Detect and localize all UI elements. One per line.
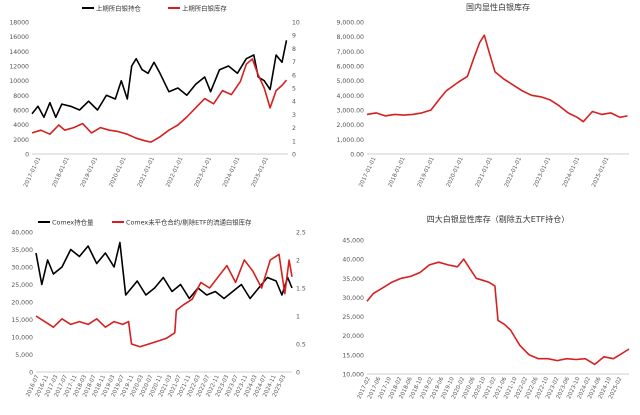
legend-label: 上期所白银库存	[182, 4, 227, 13]
series-line-primary	[366, 258, 630, 366]
y-tick-label: 45,000	[342, 238, 364, 245]
y2-tick-label: 8	[292, 46, 296, 53]
chart-title: 四大白银显性库存（剔除五大ETF持仓）	[427, 214, 570, 224]
y2-tick-label: 1	[296, 314, 300, 321]
y2-tick-label: 10	[292, 20, 300, 27]
y-tick-label: 10000	[9, 78, 29, 85]
y2-tick-label: 2	[296, 258, 300, 265]
series-line-primary	[31, 40, 288, 119]
y-tick-label: 9,000.00	[336, 20, 364, 27]
y-tick-label: 35,000	[342, 276, 364, 283]
y-tick-label: 30,000	[342, 295, 364, 302]
y-tick-label: 8000	[13, 93, 29, 100]
y-tick-label: 4,000.00	[336, 93, 364, 100]
y-tick-label: 40,000	[11, 230, 33, 237]
y-tick-label: 6,000.00	[336, 64, 364, 71]
y-tick-label: 0.00	[350, 152, 364, 159]
y-tick-label: 10,000	[342, 372, 364, 379]
y2-tick-label: 0	[296, 370, 300, 377]
y2-tick-label: 2.5	[296, 230, 306, 237]
y-tick-label: 15,000	[342, 352, 364, 359]
comex-silver-chart: 0 5,000 10,000 15,000 20,000 25,000 30,000 35,0…	[11, 218, 306, 399]
y-tick-label: 12000	[9, 64, 29, 71]
y-tick-label: 14000	[9, 49, 29, 56]
y-tick-label: 18000	[9, 20, 29, 27]
series-line-primary	[35, 241, 293, 300]
y-tick-label: 15,000	[11, 317, 33, 324]
y-tick-label: 2000	[13, 137, 29, 144]
y-tick-label: 7,000.00	[336, 49, 364, 56]
y-tick-label: 25,000	[11, 282, 33, 289]
y2-tick-label: 5	[292, 86, 296, 93]
y2-tick-label: 9	[292, 33, 296, 40]
y2-tick-label: 0	[292, 152, 296, 159]
y2-tick-label: 1	[292, 138, 296, 145]
y-tick-label: 20,000	[342, 333, 364, 340]
y-tick-label: 20,000	[11, 300, 33, 307]
y-tick-label: 30,000	[11, 265, 33, 272]
y-tick-label: 4000	[13, 122, 29, 129]
y-tick-label: 10,000	[11, 335, 33, 342]
y-tick-label: 3,000.00	[336, 108, 364, 115]
y2-tick-label: 2	[292, 125, 296, 132]
y-tick-label: 25,000	[342, 314, 364, 321]
legend-label: Comex未平仓合约/剔除ETF的流通白银库存	[126, 218, 252, 227]
y2-tick-label: 0.5	[296, 342, 306, 349]
y2-tick-label: 3	[292, 112, 296, 119]
y-tick-label: 0	[25, 152, 29, 159]
y-tick-label: 2,000.00	[336, 122, 364, 129]
y-tick-label: 5,000	[15, 352, 33, 359]
y-tick-label: 1,000.00	[336, 137, 364, 144]
chart-title: 国内显性白银库存	[466, 2, 530, 12]
y-tick-label: 16000	[9, 34, 29, 41]
y2-tick-label: 7	[292, 59, 296, 66]
y-tick-label: 8,000.00	[336, 34, 364, 41]
series-line-secondary	[35, 253, 293, 348]
y2-tick-label: 1.5	[296, 286, 306, 293]
y-tick-label: 35,000	[11, 247, 33, 254]
y-tick-label: 40,000	[342, 257, 364, 264]
y-tick-label: 5,000.00	[336, 78, 364, 85]
legend-label: Comex持仓量	[52, 218, 94, 227]
y-tick-label: 0	[29, 370, 33, 377]
legend-label: 上期所白银持仓	[96, 4, 141, 13]
y-tick-label: 6000	[13, 108, 29, 115]
series-line-primary	[366, 34, 628, 123]
y2-tick-label: 6	[292, 72, 296, 79]
y2-tick-label: 4	[292, 99, 296, 106]
series-line-secondary	[31, 58, 288, 143]
